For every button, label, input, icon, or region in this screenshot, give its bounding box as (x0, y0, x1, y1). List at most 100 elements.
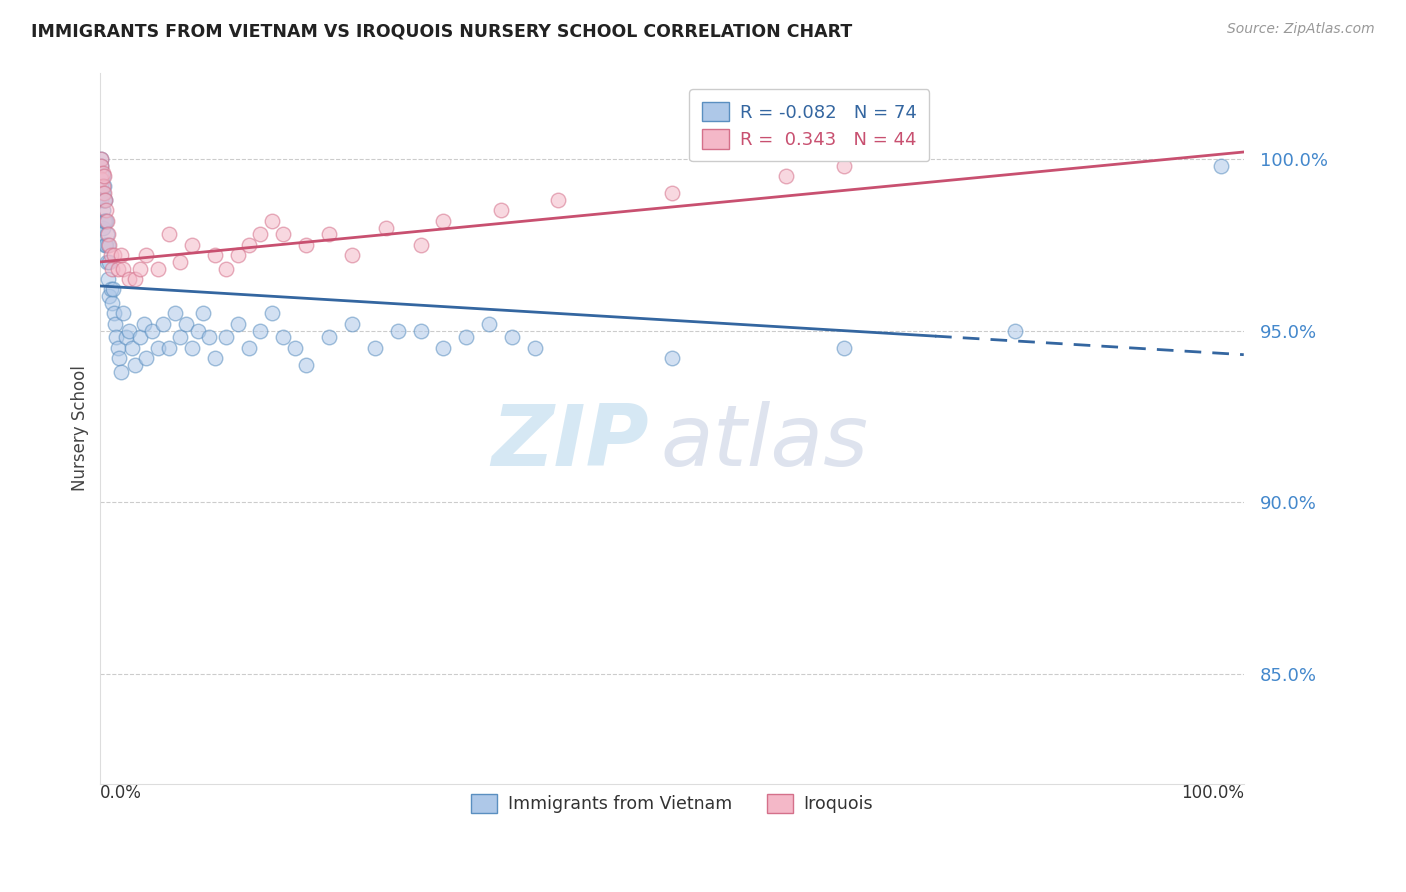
Point (129, 261, 152, 276)
Point (193, 306, 215, 320)
Point (295, 358, 318, 372)
Point (180, 237, 202, 252)
Point (98, 255, 121, 269)
Point (135, 248, 157, 262)
Point (90, 159, 112, 173)
Point (93, 213, 115, 227)
Point (101, 261, 124, 276)
Point (146, 261, 169, 276)
Point (98, 237, 121, 252)
Point (100, 282, 122, 296)
Point (340, 248, 363, 262)
Point (90, 193, 112, 207)
Point (186, 324, 208, 338)
Point (94, 237, 117, 252)
Point (375, 220, 398, 235)
Point (204, 351, 226, 365)
Point (226, 248, 249, 262)
Point (775, 169, 797, 183)
Point (295, 237, 318, 252)
Point (163, 306, 186, 320)
Point (105, 330, 128, 344)
Point (260, 213, 283, 227)
Legend: Immigrants from Vietnam, Iroquois: Immigrants from Vietnam, Iroquois (460, 781, 884, 825)
Point (110, 248, 132, 262)
Point (107, 351, 129, 365)
Point (132, 317, 155, 331)
Point (364, 341, 387, 355)
Point (118, 324, 141, 338)
Text: Source: ZipAtlas.com: Source: ZipAtlas.com (1227, 22, 1375, 37)
Point (318, 227, 340, 242)
Point (832, 159, 855, 173)
Point (501, 330, 523, 344)
Point (129, 330, 152, 344)
Point (114, 330, 136, 344)
Point (215, 261, 238, 276)
Point (90, 152, 112, 166)
Point (124, 272, 146, 286)
Point (340, 317, 363, 331)
Point (91, 220, 114, 235)
Point (94, 213, 117, 227)
Text: ZIP: ZIP (492, 401, 650, 484)
Point (112, 306, 135, 320)
Point (91, 179, 114, 194)
Point (260, 306, 283, 320)
Point (96, 255, 118, 269)
Point (107, 341, 129, 355)
Point (238, 341, 260, 355)
Point (103, 248, 125, 262)
Point (387, 324, 409, 338)
Point (135, 351, 157, 365)
Point (97, 272, 120, 286)
Point (96, 227, 118, 242)
Point (432, 341, 454, 355)
Point (215, 330, 238, 344)
Point (91, 166, 114, 180)
Point (198, 330, 221, 344)
Point (97, 237, 120, 252)
Point (90, 159, 112, 173)
Point (91, 169, 114, 183)
Point (478, 317, 501, 331)
Point (271, 227, 294, 242)
Text: IMMIGRANTS FROM VIETNAM VS IROQUOIS NURSERY SCHOOL CORRELATION CHART: IMMIGRANTS FROM VIETNAM VS IROQUOIS NURS… (31, 22, 852, 40)
Point (169, 255, 191, 269)
Point (91, 186, 114, 201)
Point (118, 272, 141, 286)
Point (94, 213, 117, 227)
Point (146, 341, 169, 355)
Text: 100.0%: 100.0% (1181, 784, 1244, 802)
Point (271, 330, 294, 344)
Point (94, 203, 117, 218)
Text: 0.0%: 0.0% (100, 784, 142, 802)
Point (409, 324, 432, 338)
Point (141, 324, 163, 338)
Point (489, 203, 512, 218)
Point (284, 341, 307, 355)
Point (94, 193, 117, 207)
Point (1004, 324, 1026, 338)
Point (157, 227, 180, 242)
Point (204, 248, 226, 262)
Point (93, 193, 115, 207)
Point (97, 227, 120, 242)
Point (90, 166, 112, 180)
Point (180, 341, 202, 355)
Point (98, 289, 121, 303)
Point (523, 341, 546, 355)
Point (226, 317, 249, 331)
Point (157, 341, 180, 355)
Point (249, 324, 271, 338)
Point (121, 341, 143, 355)
Point (94, 193, 117, 207)
Point (169, 330, 191, 344)
Point (91, 203, 114, 218)
Point (93, 179, 115, 194)
Point (152, 317, 174, 331)
Point (318, 330, 340, 344)
Point (238, 237, 260, 252)
Point (90, 152, 112, 166)
Point (110, 365, 132, 379)
